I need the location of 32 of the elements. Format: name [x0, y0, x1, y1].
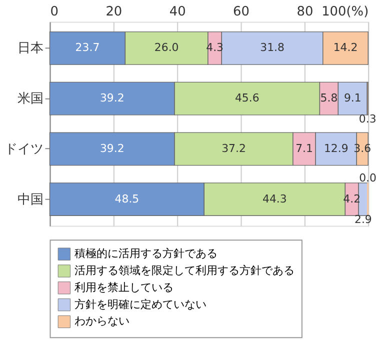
- y-tick-label: 中国: [17, 192, 44, 208]
- data-label: 0.3: [358, 112, 376, 126]
- x-tick-label: 0: [50, 4, 58, 20]
- x-tick-label: 60: [233, 4, 250, 20]
- x-tick-label: 40: [169, 4, 186, 20]
- y-tick-label: ドイツ: [4, 142, 44, 157]
- data-label: 23.7: [75, 41, 100, 54]
- legend-label: 利用を禁止している: [74, 280, 174, 294]
- data-label: 5.8: [320, 92, 338, 105]
- data-label: 37.2: [222, 142, 246, 155]
- data-label: 26.0: [154, 41, 179, 54]
- data-label: 2.9: [354, 213, 372, 226]
- x-tick-label: 100(%): [322, 4, 369, 20]
- data-label: 39.2: [100, 142, 124, 155]
- legend-label: 方針を明確に定めていない: [74, 298, 207, 311]
- data-label: 31.8: [260, 41, 284, 54]
- x-tick-label: 80: [296, 4, 314, 20]
- data-label: 45.6: [234, 92, 260, 105]
- data-label: 12.9: [324, 142, 348, 155]
- y-tick-label: 日本: [17, 41, 44, 56]
- data-label: 9.1: [344, 92, 362, 105]
- data-label: 48.5: [114, 192, 140, 206]
- legend-label: わからない: [74, 314, 130, 328]
- legend-label: 活用する領域を限定して利用する方針である: [74, 264, 295, 277]
- legend-label: 積極的に活用する方針である: [74, 247, 218, 260]
- data-label: 44.3: [262, 192, 287, 206]
- data-label: 39.2: [100, 92, 124, 105]
- data-label: 7.1: [296, 142, 313, 155]
- x-tick-label: 20: [106, 4, 122, 20]
- data-label: 14.2: [333, 41, 358, 54]
- y-tick-label: 米国: [17, 92, 44, 107]
- data-label: 0.0: [359, 171, 377, 184]
